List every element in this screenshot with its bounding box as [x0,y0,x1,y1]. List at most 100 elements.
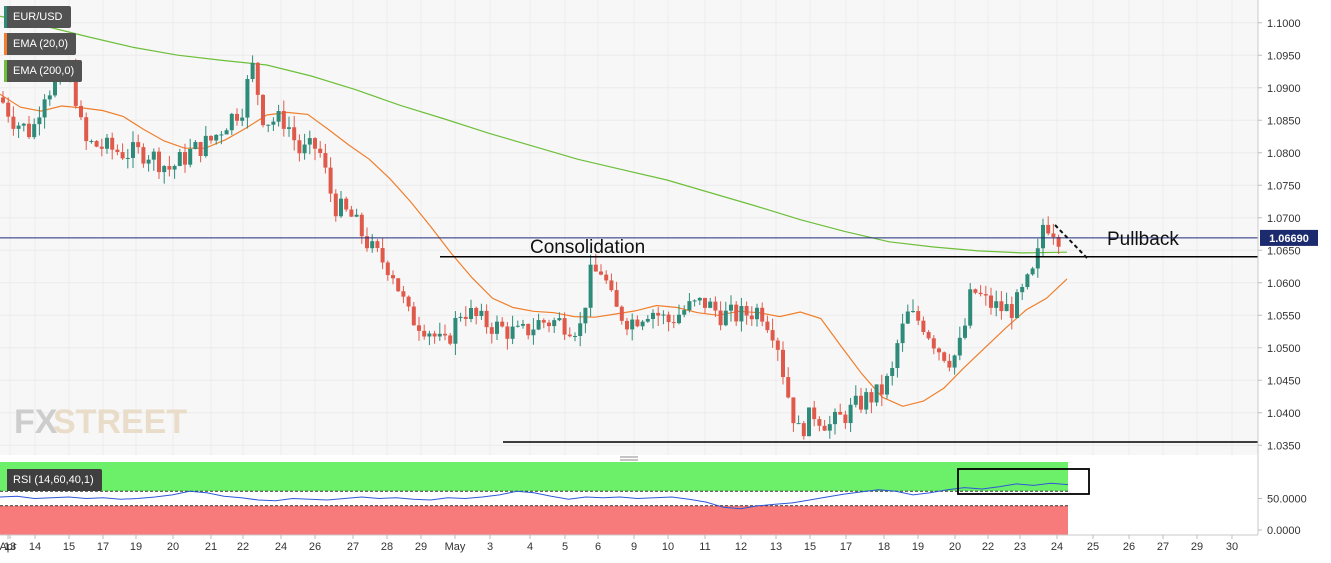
candle-body[interactable] [505,326,510,339]
candle-body[interactable] [905,311,910,324]
candle-body[interactable] [838,411,843,415]
candle-body[interactable] [1025,274,1030,288]
candle-body[interactable] [625,320,629,330]
candle-body[interactable] [42,99,47,118]
candle-body[interactable] [734,304,739,322]
candle-body[interactable] [458,316,463,318]
candle-body[interactable] [276,111,281,122]
candle-body[interactable] [6,102,11,117]
candle-body[interactable] [177,152,182,166]
candle-body[interactable] [344,198,349,210]
candle-body[interactable] [874,384,879,403]
legend-ema200[interactable]: EMA (200,0) [4,60,83,82]
candle-body[interactable] [770,330,775,341]
candle-body[interactable] [370,241,375,249]
candle-body[interactable] [1,97,5,103]
candle-body[interactable] [562,318,567,335]
candle-body[interactable] [235,113,239,121]
candle-body[interactable] [885,375,889,395]
candle-body[interactable] [578,323,583,336]
candle-body[interactable] [864,392,869,410]
candle-body[interactable] [536,320,541,330]
candle-body[interactable] [1056,237,1061,247]
candle-body[interactable] [630,319,635,330]
candle-body[interactable] [21,123,26,126]
candle-body[interactable] [775,340,780,350]
candle-body[interactable] [224,130,229,135]
candle-body[interactable] [510,326,515,339]
candle-body[interactable] [37,117,42,125]
candle-body[interactable] [417,325,421,331]
candle-body[interactable] [573,335,577,337]
candle-body[interactable] [708,301,713,308]
candle-body[interactable] [651,312,655,319]
candle-body[interactable] [437,333,442,337]
candle-body[interactable] [183,152,187,165]
candle-body[interactable] [833,411,837,425]
candle-body[interactable] [1051,233,1056,238]
candle-body[interactable] [375,241,380,249]
candle-body[interactable] [401,291,406,297]
candle-body[interactable] [640,321,645,327]
candle-body[interactable] [469,307,473,319]
candle-body[interactable] [261,94,265,126]
candle-body[interactable] [333,193,338,217]
candle-body[interactable] [760,307,765,322]
candle-body[interactable] [219,134,224,136]
candle-body[interactable] [157,151,161,173]
candle-body[interactable] [911,311,915,313]
candle-body[interactable] [744,306,749,316]
candle-body[interactable] [957,337,962,356]
candle-body[interactable] [552,320,557,327]
candle-body[interactable] [786,377,791,398]
candle-body[interactable] [926,332,931,339]
candle-body[interactable] [968,289,973,326]
candle-body[interactable] [739,306,744,322]
candle-body[interactable] [1041,224,1045,249]
candle-body[interactable] [931,338,936,349]
candle-body[interactable] [79,105,83,118]
candle-body[interactable] [999,301,1004,312]
candle-body[interactable] [120,152,125,159]
candle-body[interactable] [755,307,759,320]
candle-body[interactable] [822,425,827,431]
candle-body[interactable] [567,334,572,337]
candle-body[interactable] [474,307,479,317]
legend-rsi[interactable]: RSI (14,60,40,1) [4,469,102,491]
candle-body[interactable] [328,167,333,194]
candle-body[interactable] [495,321,499,334]
candle-body[interactable] [172,165,177,170]
candle-body[interactable] [817,419,822,426]
candle-body[interactable] [853,395,858,405]
candle-body[interactable] [557,318,562,321]
candle-body[interactable] [297,140,302,154]
candle-body[interactable] [692,300,697,302]
candle-body[interactable] [105,137,109,149]
candle-body[interactable] [614,290,619,307]
candle-body[interactable] [952,355,957,368]
pullback-arrow[interactable] [1054,224,1088,259]
candle-body[interactable] [339,198,343,217]
candle-body[interactable] [1009,304,1014,318]
candle-body[interactable] [359,214,364,237]
candle-body[interactable] [162,166,167,173]
candle-body[interactable] [354,214,359,217]
candle-body[interactable] [1046,224,1051,234]
candle-body[interactable] [110,137,115,150]
candle-body[interactable] [115,149,120,153]
candle-body[interactable] [313,138,317,149]
candle-body[interactable] [812,407,817,420]
candle-body[interactable] [406,296,411,307]
candle-body[interactable] [47,95,52,100]
candle-body[interactable] [432,333,437,337]
candle-body[interactable] [380,248,385,263]
candle-body[interactable] [287,127,291,129]
candle-body[interactable] [193,142,198,149]
candle-body[interactable] [136,142,141,148]
candle-body[interactable] [255,62,260,95]
candle-body[interactable] [27,123,31,138]
candle-body[interactable] [937,348,941,353]
candle-body[interactable] [900,323,905,344]
candle-body[interactable] [989,295,993,308]
